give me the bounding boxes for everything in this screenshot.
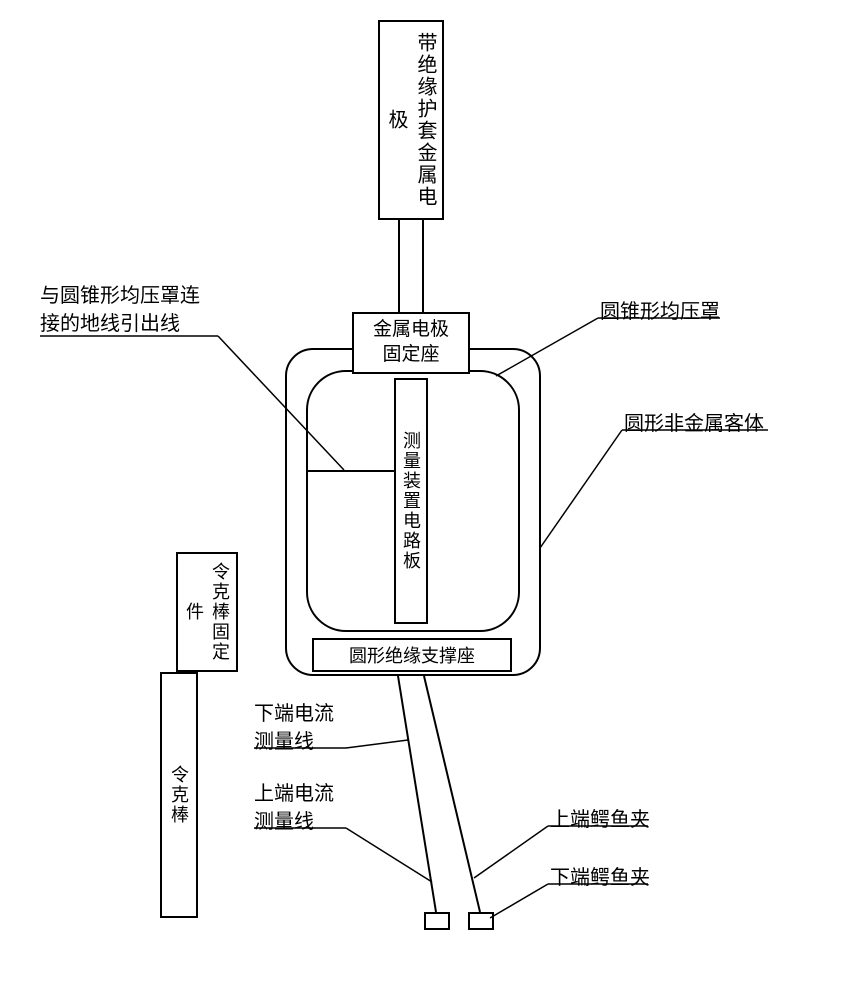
device-diagram: 带绝缘护套金属电极 金属电极 固定座 测量装置电路板 圆形绝缘支撑座 令克棒固定… <box>0 0 852 1000</box>
clip-left <box>424 912 450 930</box>
support-box: 圆形绝缘支撑座 <box>312 638 512 672</box>
link-fixture-box: 令克棒固定件 <box>176 552 238 672</box>
electrode-label: 带绝缘护套金属电极 <box>382 22 440 218</box>
lower-line-label: 下端电流 测量线 <box>254 700 334 756</box>
pcb-label: 测量装置电路板 <box>398 431 424 571</box>
holder-box: 金属电极 固定座 <box>352 312 470 374</box>
link-rod-box: 令克棒 <box>160 672 198 918</box>
ground-lead-label: 与圆锥形均压罩连 接的地线引出线 <box>40 282 200 338</box>
electrode-stem-right <box>422 220 424 312</box>
ground-lead-line <box>308 470 394 472</box>
electrode-box: 带绝缘护套金属电极 <box>378 20 444 220</box>
link-rod-label: 令克棒 <box>166 765 192 825</box>
upper-line-label: 上端电流 测量线 <box>254 780 334 836</box>
lower-clip-label: 下端鳄鱼夹 <box>550 864 650 892</box>
link-fixture-label: 令克棒固定件 <box>181 554 233 670</box>
shield-label: 圆锥形均压罩 <box>600 298 720 326</box>
body-label: 圆形非金属客体 <box>624 410 764 438</box>
pcb-box: 测量装置电路板 <box>394 378 428 624</box>
holder-label: 金属电极 固定座 <box>373 318 449 367</box>
support-label: 圆形绝缘支撑座 <box>349 642 475 668</box>
electrode-stem-left <box>398 220 400 312</box>
upper-clip-label: 上端鳄鱼夹 <box>550 806 650 834</box>
clip-right <box>468 912 494 930</box>
